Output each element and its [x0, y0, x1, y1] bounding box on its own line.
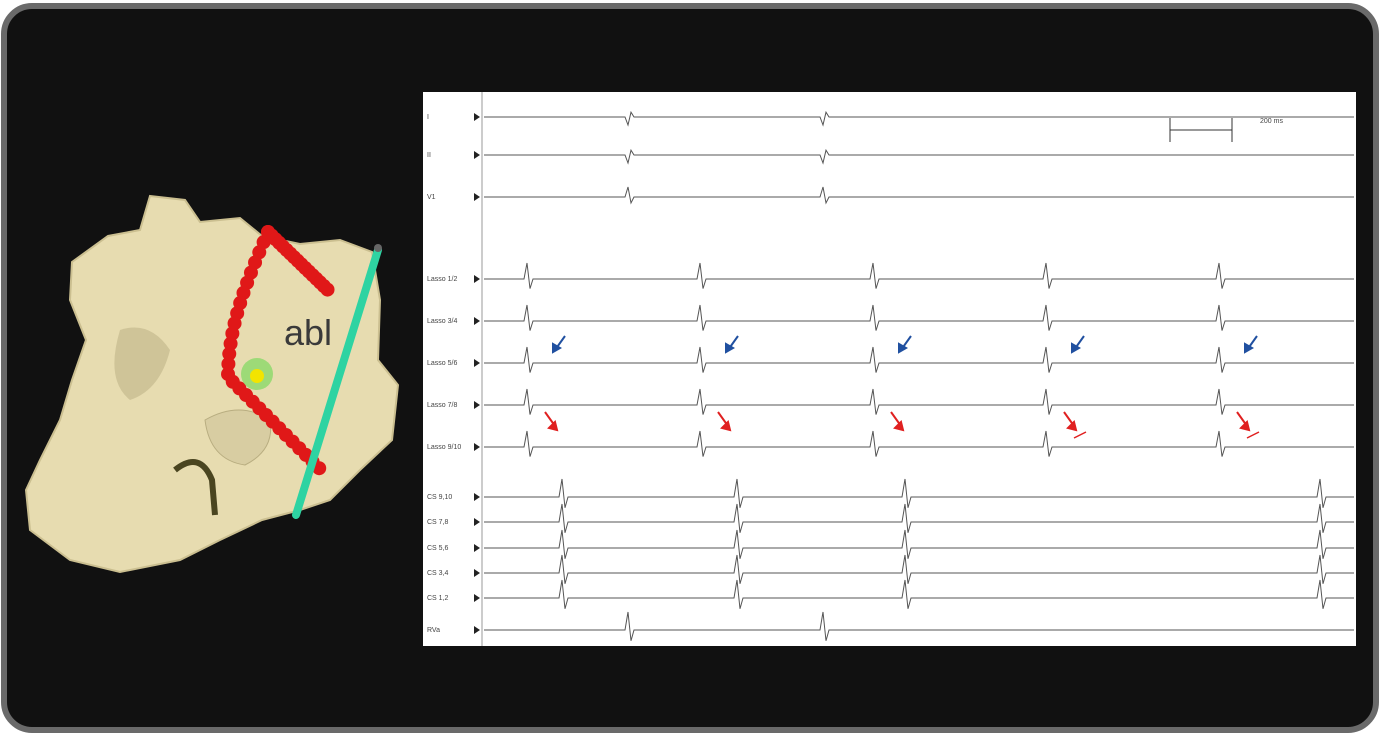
- channel-label: V1: [427, 194, 436, 201]
- channel-label: RVa: [427, 627, 440, 634]
- channel-label: I: [427, 114, 429, 121]
- catheter-tip: [374, 244, 382, 252]
- channel-label: Lasso 3/4: [427, 318, 457, 325]
- tip: [250, 369, 264, 383]
- channel-label: Lasso 5/6: [427, 360, 457, 367]
- channel-label: CS 1,2: [427, 595, 449, 602]
- channel-label: CS 7,8: [427, 519, 449, 526]
- channel-label: Lasso 9/10: [427, 444, 461, 451]
- channel-label: Lasso 1/2: [427, 276, 457, 283]
- scale-label: 200 ms: [1260, 118, 1283, 125]
- channel-label: CS 3,4: [427, 570, 449, 577]
- bead: [321, 283, 335, 297]
- figure: abl IIIV1Lasso 1/2Lasso 3/4Lasso 5/6Lass…: [0, 0, 1380, 734]
- catheter-label: abl: [284, 312, 332, 353]
- channel-label: II: [427, 152, 431, 159]
- channel-label: Lasso 7/8: [427, 402, 457, 409]
- channel-label: CS 5,6: [427, 545, 449, 552]
- channel-label: CS 9,10: [427, 494, 452, 501]
- page: abl IIIV1Lasso 1/2Lasso 3/4Lasso 5/6Lass…: [0, 0, 1380, 734]
